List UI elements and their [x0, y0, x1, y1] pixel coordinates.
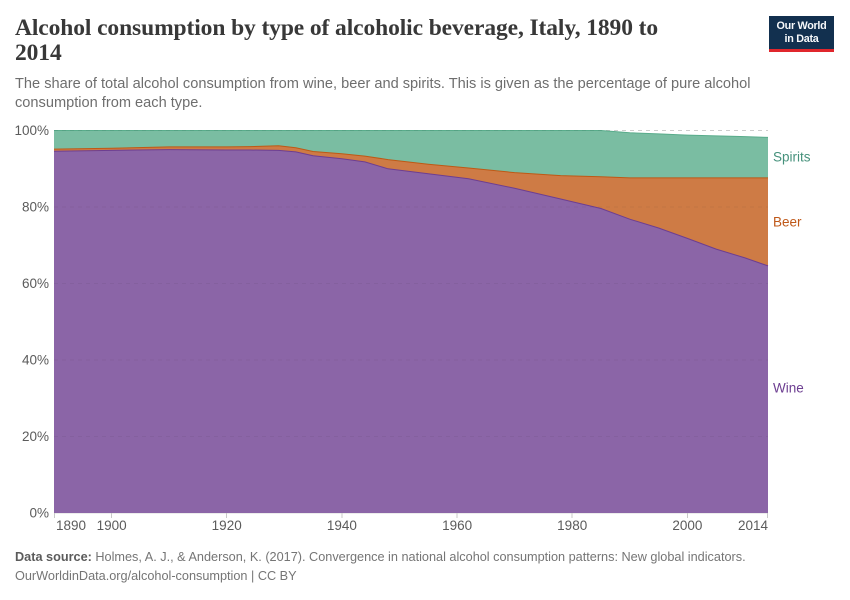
- svg-text:Wine: Wine: [773, 381, 804, 396]
- svg-text:1890: 1890: [56, 518, 86, 533]
- svg-text:100%: 100%: [14, 123, 49, 138]
- svg-text:2014: 2014: [738, 518, 769, 533]
- svg-text:20%: 20%: [22, 429, 49, 444]
- svg-text:1900: 1900: [97, 518, 127, 533]
- svg-text:2000: 2000: [672, 518, 702, 533]
- svg-text:1940: 1940: [327, 518, 357, 533]
- svg-text:60%: 60%: [22, 276, 49, 291]
- svg-text:80%: 80%: [22, 200, 49, 215]
- svg-text:Beer: Beer: [773, 215, 802, 230]
- svg-text:0%: 0%: [29, 506, 49, 521]
- svg-text:1980: 1980: [557, 518, 587, 533]
- svg-text:1960: 1960: [442, 518, 472, 533]
- svg-text:Spirits: Spirits: [773, 150, 811, 165]
- svg-text:40%: 40%: [22, 353, 49, 368]
- svg-text:1920: 1920: [212, 518, 242, 533]
